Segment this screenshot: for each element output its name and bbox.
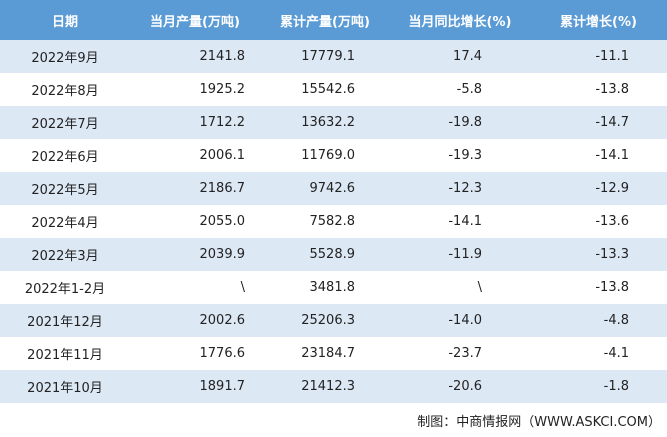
value-cell: 2186.7 bbox=[130, 172, 260, 205]
value-cell: -4.8 bbox=[530, 304, 667, 337]
value-cell: -12.3 bbox=[390, 172, 530, 205]
table-row: 2022年9月 2141.8 17779.1 17.4 -11.1 bbox=[0, 40, 667, 73]
value-cell: -13.8 bbox=[595, 280, 629, 295]
value-cell: \ bbox=[240, 280, 245, 295]
value-cell: 1712.2 bbox=[130, 106, 260, 139]
value-cell: -23.7 bbox=[448, 346, 482, 361]
value-cell: -20.6 bbox=[390, 370, 530, 403]
value-cell: 9742.6 bbox=[260, 172, 390, 205]
value-cell: -19.3 bbox=[448, 148, 482, 163]
data-table: 日期 当月产量(万吨) 累计产量(万吨) 当月同比增长(%) 累计增长(%) 2022年… bbox=[0, 0, 667, 403]
value-cell: -4.1 bbox=[603, 346, 629, 361]
value-cell: 13632.2 bbox=[260, 106, 390, 139]
value-cell: 25206.3 bbox=[260, 304, 390, 337]
value-cell: -11.1 bbox=[530, 40, 667, 73]
date-cell: 2021年11月 bbox=[27, 348, 103, 363]
value-cell: 3481.8 bbox=[309, 280, 356, 295]
table-row: 2022年5月 2186.7 9742.6 -12.3 -12.9 bbox=[0, 172, 667, 205]
value-cell: -14.1 bbox=[595, 148, 629, 163]
column-header: 累计增长(%) bbox=[530, 0, 667, 40]
date-cell: 2021年10月 bbox=[0, 370, 130, 403]
table-row: 2022年4月 2055.0 7582.8 -14.1 -13.6 bbox=[0, 205, 667, 238]
value-cell: -13.8 bbox=[595, 82, 629, 97]
date-cell: 2022年9月 bbox=[0, 40, 130, 73]
value-cell: -14.1 bbox=[448, 214, 482, 229]
header-row: 日期 当月产量(万吨) 累计产量(万吨) 当月同比增长(%) 累计增长(%) bbox=[0, 0, 667, 40]
value-cell: -14.7 bbox=[530, 106, 667, 139]
value-cell: 21412.3 bbox=[260, 370, 390, 403]
date-cell: 2022年5月 bbox=[0, 172, 130, 205]
table-row: 2022年3月 2039.9 5528.9 -11.9 -13.3 bbox=[0, 238, 667, 271]
date-cell: 2021年12月 bbox=[0, 304, 130, 337]
value-cell: -1.8 bbox=[530, 370, 667, 403]
value-cell: -12.9 bbox=[530, 172, 667, 205]
date-cell: 2022年6月 bbox=[31, 150, 99, 165]
value-cell: -13.6 bbox=[595, 214, 629, 229]
footer: 制图：中商情报网（WWW.ASKCI.COM） bbox=[417, 415, 661, 430]
value-cell: -19.8 bbox=[390, 106, 530, 139]
value-cell: \ bbox=[477, 280, 482, 295]
value-cell: 2006.1 bbox=[199, 148, 246, 163]
table-row: 2022年7月 1712.2 13632.2 -19.8 -14.7 bbox=[0, 106, 667, 139]
table-row: 2021年12月 2002.6 25206.3 -14.0 -4.8 bbox=[0, 304, 667, 337]
value-cell: 2039.9 bbox=[130, 238, 260, 271]
column-header: 当月产量(万吨) bbox=[130, 0, 260, 40]
table-row: 2021年11月 1776.6 23184.7 -23.7 -4.1 bbox=[0, 337, 667, 370]
value-cell: 1891.7 bbox=[130, 370, 260, 403]
value-cell: 11769.0 bbox=[301, 148, 355, 163]
table-row: 2021年10月 1891.7 21412.3 -20.6 -1.8 bbox=[0, 370, 667, 403]
column-header: 累计产量(万吨) bbox=[260, 0, 390, 40]
value-cell: 2002.6 bbox=[130, 304, 260, 337]
value-cell: -14.0 bbox=[390, 304, 530, 337]
date-cell: 2022年7月 bbox=[0, 106, 130, 139]
value-cell: 17779.1 bbox=[260, 40, 390, 73]
value-cell: -11.9 bbox=[390, 238, 530, 271]
value-cell: 15542.6 bbox=[301, 82, 355, 97]
value-cell: -5.8 bbox=[456, 82, 482, 97]
date-cell: 2022年4月 bbox=[31, 216, 99, 231]
value-cell: 5528.9 bbox=[260, 238, 390, 271]
table-row: 2022年8月 1925.2 15542.6 -5.8 -13.8 bbox=[0, 73, 667, 106]
value-cell: 17.4 bbox=[390, 40, 530, 73]
table-row: 2022年6月 2006.1 11769.0 -19.3 -14.1 bbox=[0, 139, 667, 172]
value-cell: 2055.0 bbox=[199, 214, 246, 229]
value-cell: 1925.2 bbox=[199, 82, 246, 97]
date-cell: 2022年3月 bbox=[0, 238, 130, 271]
table-row: 2022年1-2月 \ 3481.8 \ -13.8 bbox=[0, 271, 667, 304]
column-header: 当月同比增长(%) bbox=[390, 0, 530, 40]
date-cell: 2022年1-2月 bbox=[24, 282, 106, 297]
value-cell: 1776.6 bbox=[199, 346, 246, 361]
value-cell: 23184.7 bbox=[301, 346, 355, 361]
value-cell: 7582.8 bbox=[309, 214, 356, 229]
value-cell: 2141.8 bbox=[130, 40, 260, 73]
value-cell: -13.3 bbox=[530, 238, 667, 271]
date-cell: 2022年8月 bbox=[31, 84, 99, 99]
column-header: 日期 bbox=[0, 0, 130, 40]
